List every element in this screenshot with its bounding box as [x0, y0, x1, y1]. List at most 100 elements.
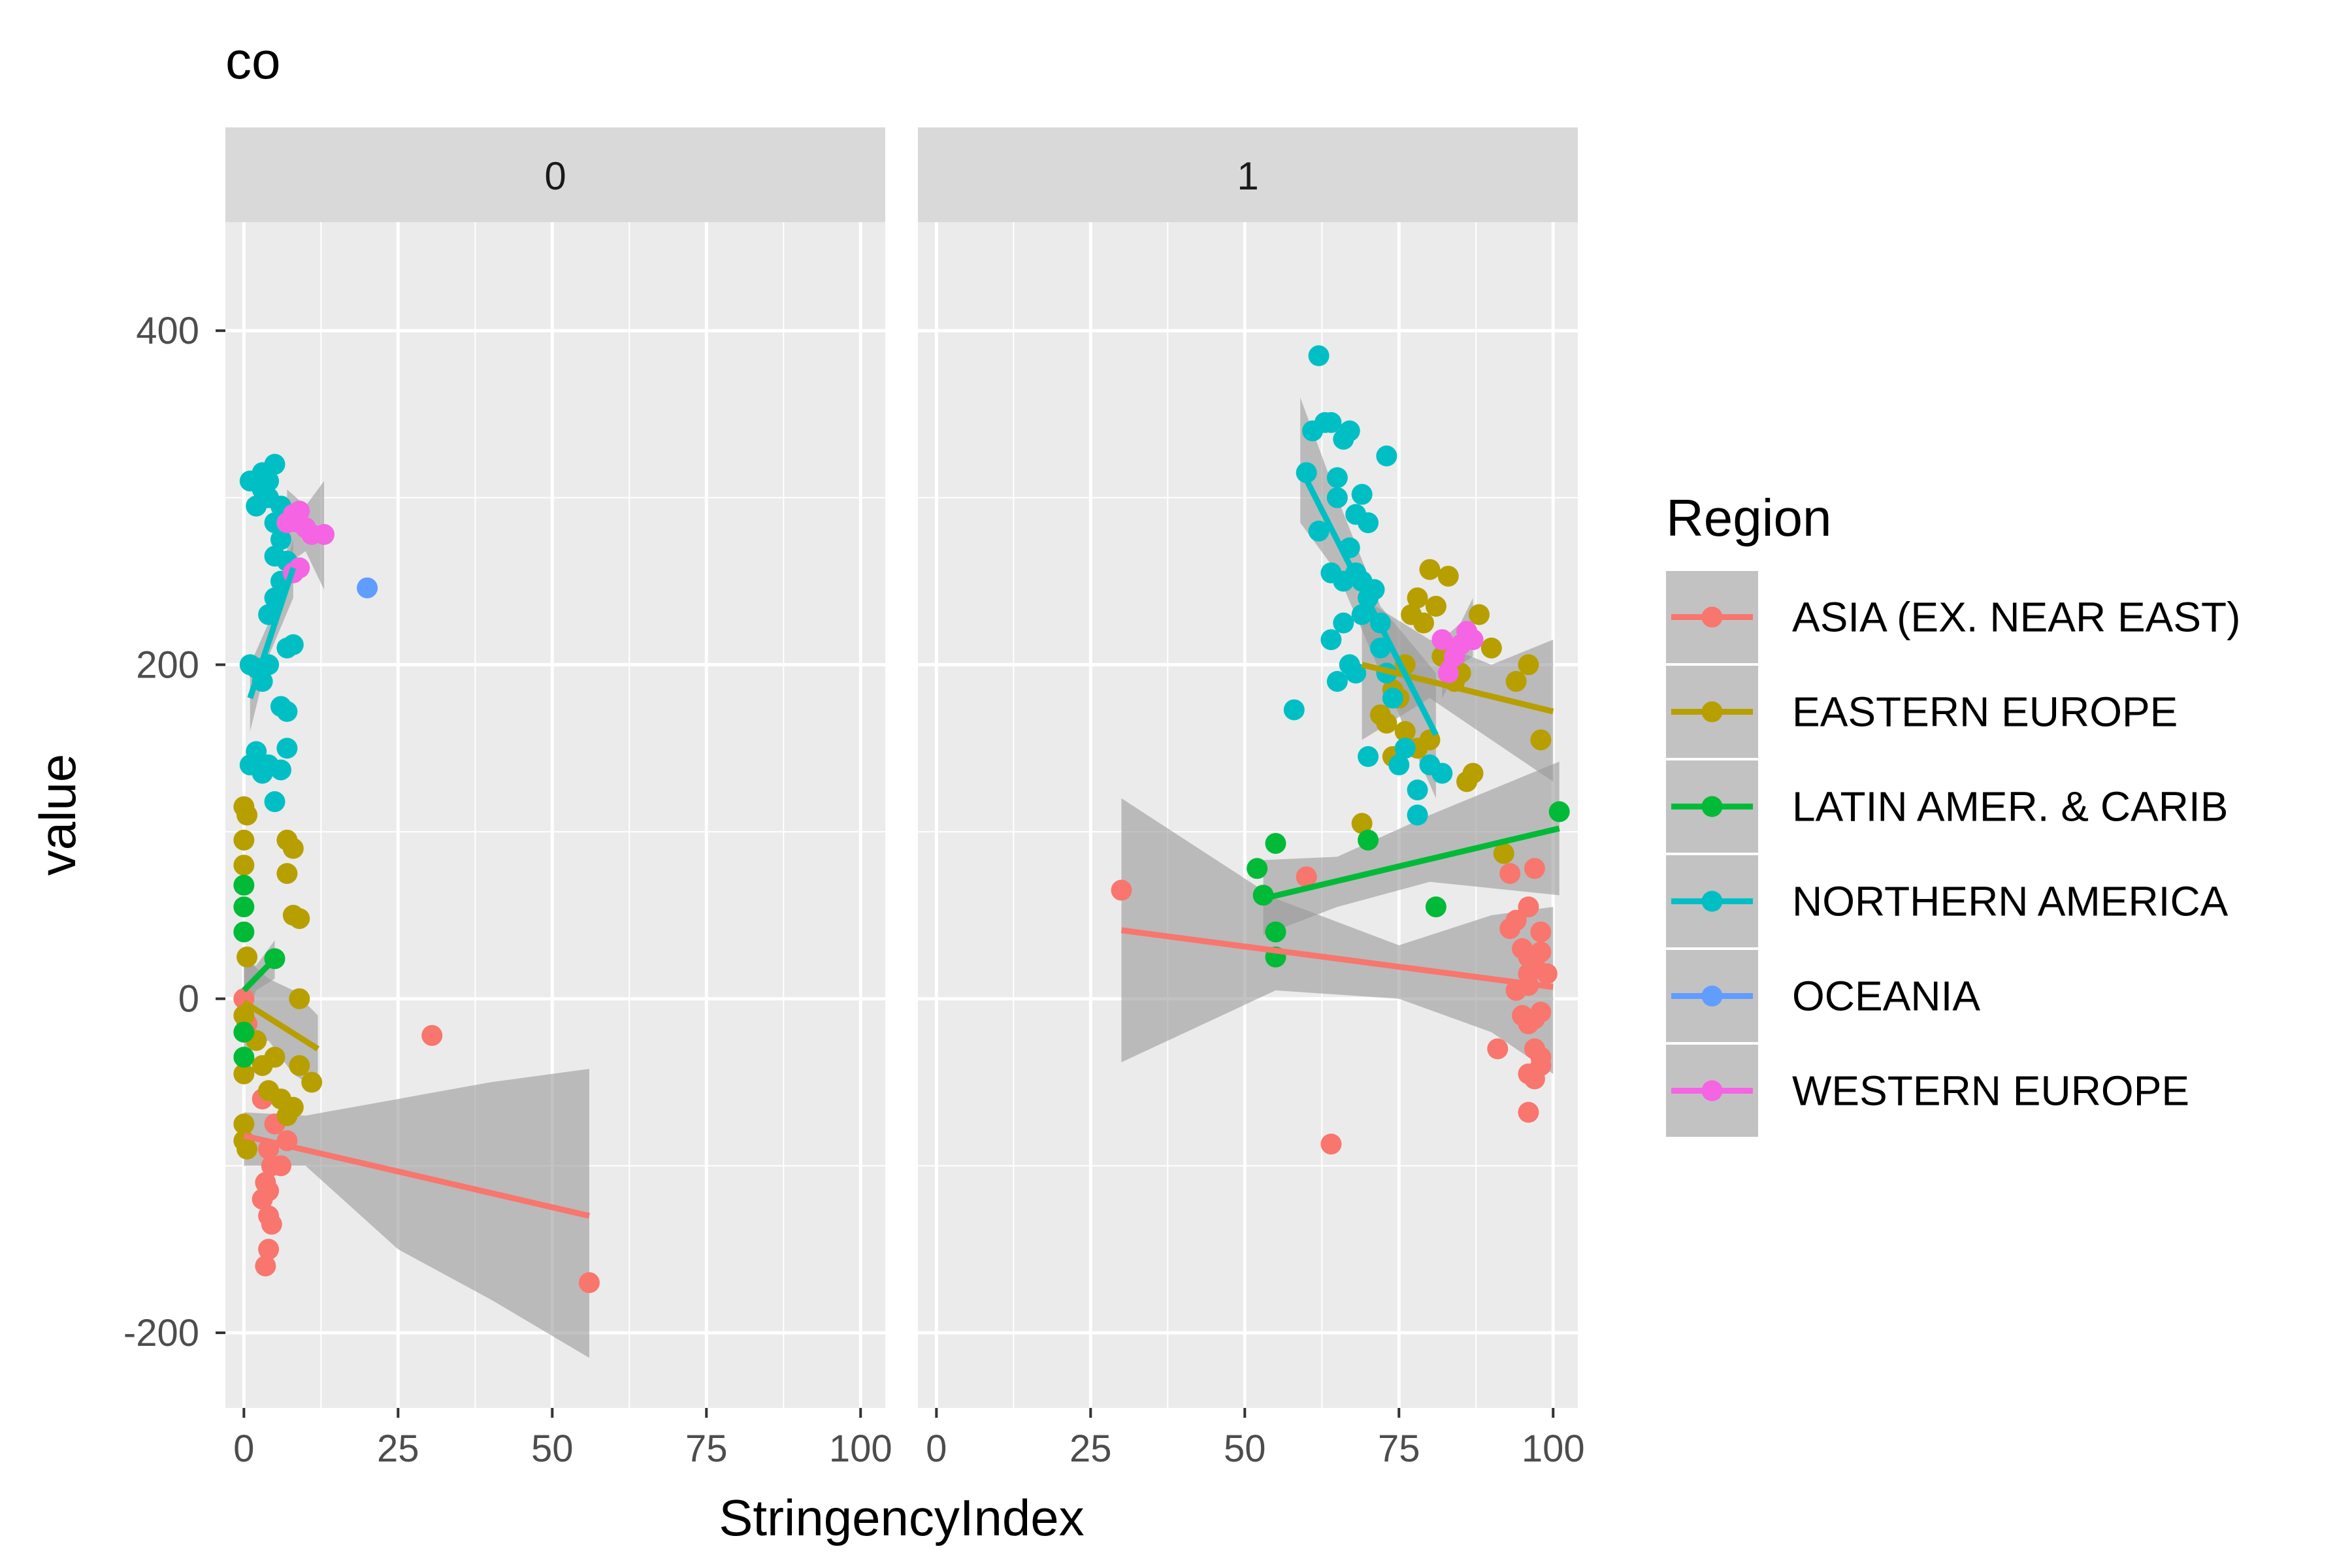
data-point-eastern-europe	[1518, 654, 1539, 676]
data-point-latin-amer-carib	[233, 921, 255, 943]
data-point-northern-america	[1394, 738, 1416, 759]
legend-key-point-latin-amer-carib	[1701, 796, 1723, 817]
data-point-northern-america	[1308, 345, 1330, 367]
legend-key-point-oceania	[1701, 985, 1723, 1007]
legend-key-point-northern-america	[1701, 890, 1723, 912]
data-point-asia-ex-near-east	[270, 1155, 291, 1177]
data-point-asia-ex-near-east	[1530, 921, 1552, 943]
data-point-eastern-europe	[237, 946, 258, 968]
fit-line-asia-ex-near-east	[1120, 927, 1554, 990]
legend-key-point-western-europe	[1701, 1080, 1723, 1102]
data-point-northern-america	[282, 634, 304, 655]
data-point-eastern-europe	[233, 1113, 255, 1135]
legend-label-latin-amer-carib: LATIN AMER. & CARIB	[1792, 783, 2228, 830]
data-point-northern-america	[276, 738, 298, 759]
x-axis: 0 25 50 75 100 0 25 50 75 100	[233, 1408, 1585, 1470]
data-point-eastern-europe	[1505, 670, 1527, 692]
data-point-latin-amer-carib	[233, 896, 255, 918]
data-point-eastern-europe	[233, 1005, 255, 1026]
data-point-latin-amer-carib	[1425, 896, 1446, 918]
fit-line-northern-america	[1298, 466, 1439, 736]
legend-label-western-europe: WESTERN EUROPE	[1792, 1068, 2189, 1115]
x-tick-label: 75	[1378, 1428, 1420, 1470]
data-point-asia-ex-near-east	[1518, 1102, 1539, 1123]
y-tick-label: 0	[178, 978, 199, 1021]
data-point-eastern-europe	[1351, 813, 1373, 834]
data-point-eastern-europe	[1376, 712, 1397, 734]
data-point-eastern-europe	[237, 804, 258, 826]
data-point-oceania	[357, 577, 378, 598]
fit-line-western-europe	[286, 525, 325, 538]
data-point-eastern-europe	[301, 1071, 323, 1093]
x-tick-label: 25	[377, 1428, 419, 1470]
confidence-band-latin-amer-carib	[1263, 761, 1560, 936]
data-point-asia-ex-near-east	[1536, 963, 1558, 985]
data-point-asia-ex-near-east	[1111, 879, 1132, 901]
x-tick-label: 75	[685, 1428, 728, 1470]
x-axis-title: StringencyIndex	[719, 1489, 1084, 1546]
data-point-asia-ex-near-east	[1320, 1134, 1342, 1155]
data-point-latin-amer-carib	[1358, 829, 1379, 851]
data-point-latin-amer-carib	[1548, 801, 1570, 823]
data-point-eastern-europe	[237, 1138, 258, 1160]
data-point-eastern-europe	[289, 988, 310, 1009]
data-point-eastern-europe	[1493, 843, 1514, 864]
data-point-asia-ex-near-east	[1524, 858, 1545, 879]
fit-line-asia-ex-near-east	[243, 1132, 590, 1219]
data-point-northern-america	[1345, 662, 1367, 684]
data-point-eastern-europe	[1407, 587, 1428, 609]
data-point-northern-america	[1320, 412, 1342, 433]
legend: Region ASIA (EX. NEAR EAST) EASTERN EUROP…	[1663, 489, 2240, 1139]
data-point-asia-ex-near-east	[1487, 1038, 1509, 1060]
legend-keys: ASIA (EX. NEAR EAST) EASTERN EUROPE LATIN …	[1663, 568, 2240, 1139]
data-point-latin-amer-carib	[1252, 885, 1274, 906]
confidence-band-asia-ex-near-east	[244, 1069, 589, 1358]
data-point-eastern-europe	[1468, 604, 1490, 625]
data-point-northern-america	[1333, 570, 1354, 592]
data-point-latin-amer-carib	[1265, 921, 1286, 943]
data-point-asia-ex-near-east	[1530, 1054, 1552, 1076]
legend-label-asia-ex-near-east: ASIA (EX. NEAR EAST)	[1792, 594, 2240, 641]
x-tick-label: 100	[1522, 1428, 1585, 1470]
facet-panel-1: 1	[918, 127, 1578, 1408]
data-point-eastern-europe	[1425, 595, 1446, 617]
fit-line-western-europe	[1439, 626, 1476, 670]
data-point-eastern-europe	[1462, 762, 1484, 784]
fit-line-eastern-europe	[242, 1000, 319, 1052]
legend-key-point-asia-ex-near-east	[1701, 606, 1723, 628]
data-point-northern-america	[1326, 487, 1348, 508]
x-tick-label: 25	[1070, 1428, 1112, 1470]
data-point-northern-america	[1388, 754, 1410, 776]
data-point-northern-america	[1283, 699, 1305, 721]
data-point-asia-ex-near-east	[421, 1024, 443, 1046]
data-point-asia-ex-near-east	[1499, 862, 1521, 884]
data-point-northern-america	[1308, 520, 1330, 542]
data-point-eastern-europe	[282, 838, 304, 859]
data-point-northern-america	[264, 791, 286, 813]
data-point-asia-ex-near-east	[1518, 896, 1539, 918]
confidence-band-asia-ex-near-east	[1121, 798, 1554, 1074]
data-point-northern-america	[1320, 629, 1342, 651]
data-point-northern-america	[276, 701, 298, 723]
data-point-asia-ex-near-east	[578, 1272, 600, 1294]
data-point-western-europe	[289, 500, 310, 522]
data-point-eastern-europe	[1413, 612, 1435, 634]
data-point-latin-amer-carib	[1265, 832, 1286, 854]
y-tick-label: 200	[136, 644, 199, 686]
data-point-asia-ex-near-east	[1505, 909, 1527, 931]
data-point-northern-america	[1358, 512, 1379, 534]
data-point-northern-america	[1351, 483, 1373, 505]
y-tick-label: -200	[123, 1312, 199, 1354]
data-point-eastern-europe	[233, 855, 255, 876]
y-tick-label: 400	[136, 310, 199, 352]
data-point-eastern-europe	[289, 1054, 310, 1076]
data-point-northern-america	[1358, 746, 1379, 768]
data-point-eastern-europe	[1480, 637, 1502, 659]
data-point-northern-america	[1407, 804, 1428, 826]
data-point-latin-amer-carib	[233, 1021, 255, 1043]
legend-label-oceania: OCEANIA	[1792, 973, 1980, 1020]
data-point-northern-america	[246, 741, 267, 762]
y-axis-title: value	[29, 754, 86, 875]
data-point-northern-america	[1407, 779, 1428, 801]
data-point-eastern-europe	[264, 1047, 286, 1068]
